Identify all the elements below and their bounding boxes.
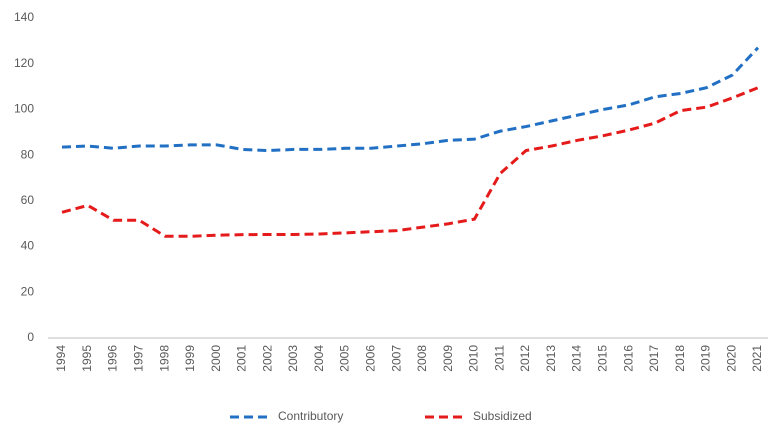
x-tick-label: 1994 [54,345,68,372]
y-tick-label: 140 [14,10,34,24]
x-tick-label: 2005 [338,345,352,372]
x-tick-label: 2004 [312,345,326,372]
x-tick-label: 1999 [183,345,197,372]
x-tick-label: 2019 [699,345,713,372]
x-tick-label: 2018 [673,345,687,372]
y-tick-label: 120 [14,56,34,70]
x-tick-label: 2001 [235,345,249,372]
x-tick-label: 2002 [260,345,274,372]
x-tick-label: 2016 [621,345,635,372]
x-tick-label: 1996 [106,345,120,372]
x-tick-label: 1997 [132,345,146,372]
x-tick-label: 2011 [492,345,506,371]
x-tick-label: 2015 [596,345,610,372]
series-line [61,46,760,153]
x-tick-label: 2000 [209,345,223,372]
y-tick-label: 40 [21,239,35,253]
x-tick-label: 2017 [647,345,661,372]
y-tick-label: 0 [27,330,34,344]
y-tick-label: 20 [21,284,35,298]
x-tick-label: 2003 [286,345,300,372]
x-tick-label: 2020 [724,345,738,372]
legend-label: Subsidized [473,409,532,423]
x-tick-label: 2013 [544,345,558,372]
x-tick-label: 2009 [441,345,455,372]
y-tick-label: 80 [21,147,35,161]
series-line [61,86,759,238]
y-tick-label: 100 [14,102,34,116]
x-tick-label: 2021 [750,345,764,372]
x-tick-label: 2012 [518,345,532,372]
x-tick-label: 2010 [467,345,481,372]
x-tick-label: 1998 [157,345,171,372]
x-tick-label: 2014 [570,345,584,372]
y-tick-label: 60 [21,193,35,207]
x-tick-label: 2006 [364,345,378,372]
x-tick-label: 2008 [415,345,429,372]
x-tick-label: 1995 [80,345,94,372]
legend-label: Contributory [278,409,343,423]
x-tick-label: 2007 [389,345,403,372]
